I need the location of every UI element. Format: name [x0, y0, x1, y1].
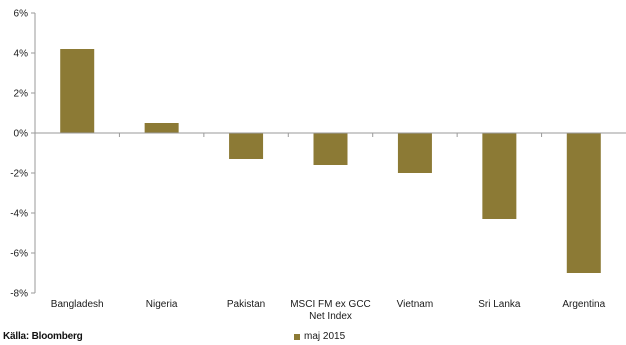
x-tick-label: Argentina	[562, 299, 605, 310]
x-tick-label: Sri Lanka	[478, 299, 521, 310]
bar	[482, 133, 517, 219]
legend-swatch	[294, 333, 300, 340]
y-tick-label: -4%	[10, 209, 28, 220]
y-tick-label: 4%	[14, 49, 29, 60]
x-tick-label: Bangladesh	[51, 299, 104, 310]
bar	[313, 133, 348, 165]
legend-label: maj 2015	[304, 331, 346, 342]
bars	[60, 49, 601, 273]
legend: maj 2015	[294, 331, 345, 342]
x-tick-label: Nigeria	[146, 299, 178, 310]
bar	[144, 123, 179, 133]
y-tick-label: 6%	[14, 9, 29, 20]
bar	[566, 133, 601, 273]
x-tick-label: Vietnam	[397, 299, 434, 310]
y-tick-label: -6%	[10, 249, 28, 260]
y-tick-label: 0%	[14, 129, 29, 140]
bar	[397, 133, 432, 173]
x-tick-label: Pakistan	[227, 299, 265, 310]
bar	[60, 49, 95, 133]
source-note: Källa: Bloomberg	[3, 331, 83, 342]
y-axis: 6% 4% 2% 0% -2% -4% -6% -8%	[10, 9, 36, 300]
x-axis: Bangladesh Nigeria Pakistan MSCI FM ex GCC N…	[35, 132, 626, 322]
y-tick-label: -2%	[10, 169, 28, 180]
x-tick-label: MSCI FM ex GCC Net Index	[290, 299, 371, 322]
y-tick-label: -8%	[10, 289, 28, 300]
y-tick-label: 2%	[14, 89, 29, 100]
bar	[229, 133, 264, 159]
